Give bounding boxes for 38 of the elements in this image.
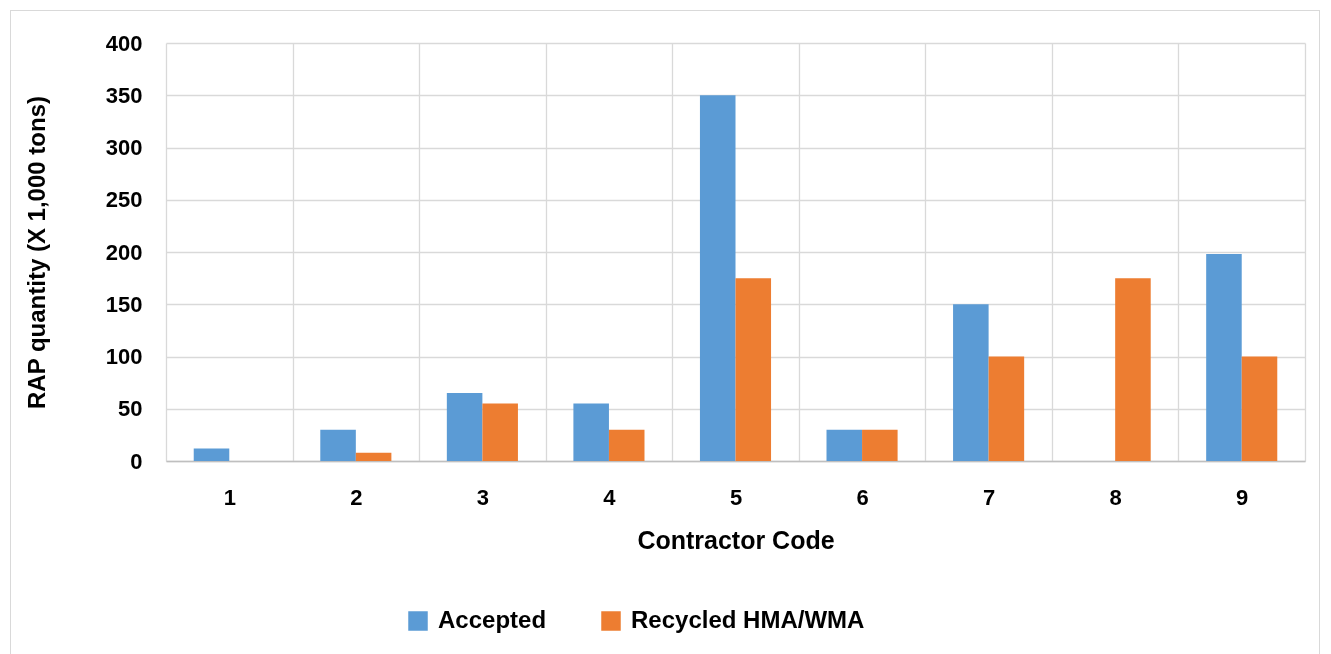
bar [735,278,772,461]
y-tick-label: 150 [105,291,143,317]
x-tick-label: 1 [223,484,236,510]
x-tick-label: 5 [729,484,743,510]
y-tick-label: 200 [105,239,143,265]
x-tick-label: 8 [1109,484,1122,510]
bar [482,403,518,461]
x-tick-label: 9 [1236,484,1249,510]
y-axis-title: RAP quantity (X 1,000 tons) [22,96,50,409]
bar [355,452,392,461]
x-tick-label: 3 [476,484,490,510]
bar [953,304,989,461]
bar [1241,356,1278,461]
bar [608,429,645,461]
bar [573,403,609,461]
y-tick-label: 350 [105,82,143,108]
x-tick-label: 2 [350,484,363,510]
legend-label: Recycled HMA/WMA [631,606,865,633]
bar [1115,278,1151,461]
y-tick-label: 0 [130,448,143,474]
bar [1206,254,1242,461]
x-tick-label: 7 [982,484,996,510]
y-tick-label: 300 [105,135,143,160]
bar [699,95,736,461]
bar [320,429,356,461]
bar [446,393,483,461]
y-tick-label: 100 [105,344,143,369]
y-tick-label: 50 [118,396,143,422]
legend-label: Accepted [438,606,547,633]
bar [988,356,1025,461]
bar [862,429,898,461]
y-tick-label: 250 [105,187,143,213]
x-axis-title: Contractor Code [637,525,835,554]
bar [193,448,230,461]
bar [826,429,863,461]
x-tick-label: 4 [603,484,617,510]
x-tick-label: 6 [856,484,869,510]
y-tick-label: 400 [105,30,143,56]
